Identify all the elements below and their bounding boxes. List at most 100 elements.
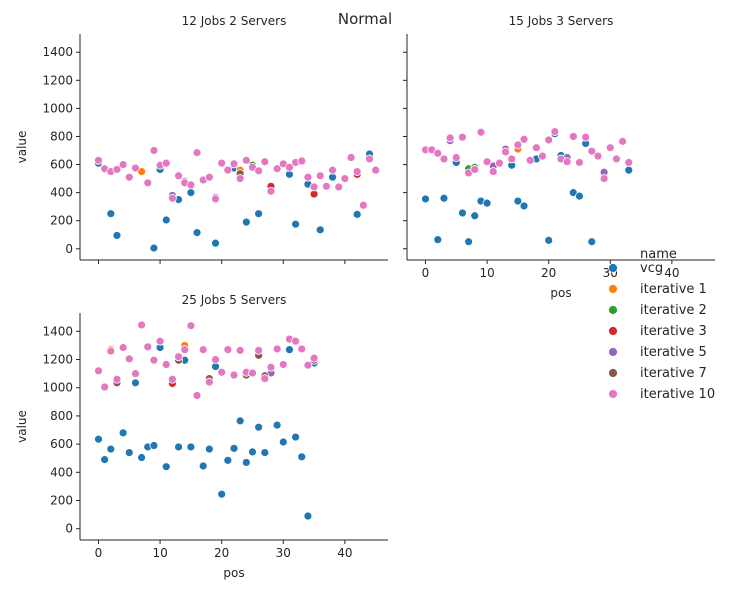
- series-vcg: [94, 149, 374, 253]
- data-point: [161, 462, 171, 472]
- data-point: [531, 143, 541, 153]
- data-point: [217, 158, 227, 168]
- data-point: [106, 209, 116, 219]
- data-point: [272, 164, 282, 174]
- data-point: [581, 132, 591, 142]
- y-axis-label: value: [15, 410, 29, 443]
- data-point: [260, 157, 270, 167]
- data-point: [186, 180, 196, 190]
- panel-title: 15 Jobs 3 Servers: [509, 14, 614, 28]
- data-point: [254, 345, 264, 355]
- data-point: [211, 238, 220, 248]
- y-tick-label: 400: [50, 465, 73, 479]
- data-point: [266, 362, 276, 372]
- data-point: [174, 442, 183, 452]
- data-point: [100, 455, 110, 465]
- legend-entry-iterative-3: iterative 3: [608, 324, 707, 339]
- data-point: [149, 146, 159, 155]
- data-point: [94, 434, 103, 444]
- data-point: [525, 155, 535, 165]
- data-point: [198, 345, 208, 355]
- data-point: [278, 437, 288, 447]
- data-point: [309, 353, 319, 363]
- data-point: [223, 165, 233, 175]
- y-tick-label: 400: [50, 186, 73, 200]
- data-point: [562, 157, 572, 167]
- data-point: [352, 167, 362, 176]
- data-point: [112, 374, 122, 384]
- data-point: [161, 360, 171, 369]
- data-point: [624, 165, 634, 175]
- data-point: [575, 158, 584, 167]
- legend-marker: [608, 389, 618, 399]
- legend-marker: [608, 368, 618, 378]
- y-tick-label: 0: [65, 242, 73, 256]
- data-point: [421, 194, 430, 204]
- data-point: [538, 151, 547, 161]
- data-point: [217, 367, 227, 377]
- data-point: [112, 165, 122, 174]
- y-tick-label: 1000: [42, 381, 73, 395]
- data-point: [186, 188, 196, 198]
- data-point: [587, 146, 597, 156]
- series-iterative-10: [94, 146, 381, 210]
- panel-title: 25 Jobs 5 Servers: [182, 293, 287, 307]
- data-point: [285, 345, 294, 355]
- y-tick-label: 800: [50, 129, 73, 143]
- data-point: [519, 134, 529, 144]
- data-point: [94, 366, 103, 376]
- data-point: [186, 442, 196, 452]
- data-point: [192, 148, 202, 158]
- x-tick-label: 40: [664, 266, 679, 280]
- x-tick-label: 20: [214, 546, 229, 560]
- data-point: [241, 458, 251, 467]
- data-point: [358, 200, 368, 210]
- data-point: [260, 374, 270, 383]
- x-tick-label: 30: [276, 546, 291, 560]
- legend-entry-iterative-1: iterative 1: [608, 282, 707, 297]
- data-point: [124, 172, 134, 182]
- panels: 12 Jobs 2 Servers02004006008001000120014…: [15, 14, 715, 580]
- data-point: [303, 511, 313, 521]
- data-point: [587, 237, 597, 247]
- legend: name vcg iterative 1 iterative 2 iterative …: [608, 247, 715, 402]
- data-point: [186, 321, 196, 331]
- data-point: [519, 201, 529, 211]
- data-point: [291, 336, 301, 346]
- data-point: [137, 320, 147, 330]
- data-point: [223, 345, 233, 355]
- data-point: [118, 428, 128, 438]
- legend-marker: [608, 347, 618, 357]
- data-point: [433, 148, 443, 158]
- data-point: [315, 225, 325, 235]
- data-point: [599, 174, 609, 183]
- data-point: [470, 165, 480, 174]
- data-point: [605, 143, 615, 153]
- data-point: [328, 165, 337, 175]
- data-point: [94, 155, 103, 165]
- data-point: [211, 194, 220, 204]
- data-point: [143, 178, 153, 188]
- x-tick-label: 0: [95, 546, 103, 560]
- legend-entry-iterative-10: iterative 10: [608, 387, 715, 402]
- data-point: [100, 382, 110, 392]
- data-point: [544, 135, 554, 145]
- data-point: [174, 352, 183, 362]
- data-point: [439, 154, 449, 164]
- series-iterative-10: [421, 127, 634, 183]
- data-point: [297, 452, 307, 462]
- legend-title: name: [640, 247, 677, 262]
- series-iterative-10: [94, 320, 319, 400]
- data-point: [321, 181, 331, 191]
- y-axis-label: value: [15, 131, 29, 164]
- data-point: [451, 153, 461, 162]
- data-point: [297, 156, 307, 166]
- data-point: [217, 489, 227, 499]
- data-point: [235, 345, 245, 355]
- data-point: [149, 441, 159, 450]
- data-point: [198, 461, 208, 471]
- x-tick-label: 20: [541, 266, 556, 280]
- data-point: [266, 186, 276, 196]
- data-point: [365, 154, 374, 164]
- data-point: [131, 378, 140, 388]
